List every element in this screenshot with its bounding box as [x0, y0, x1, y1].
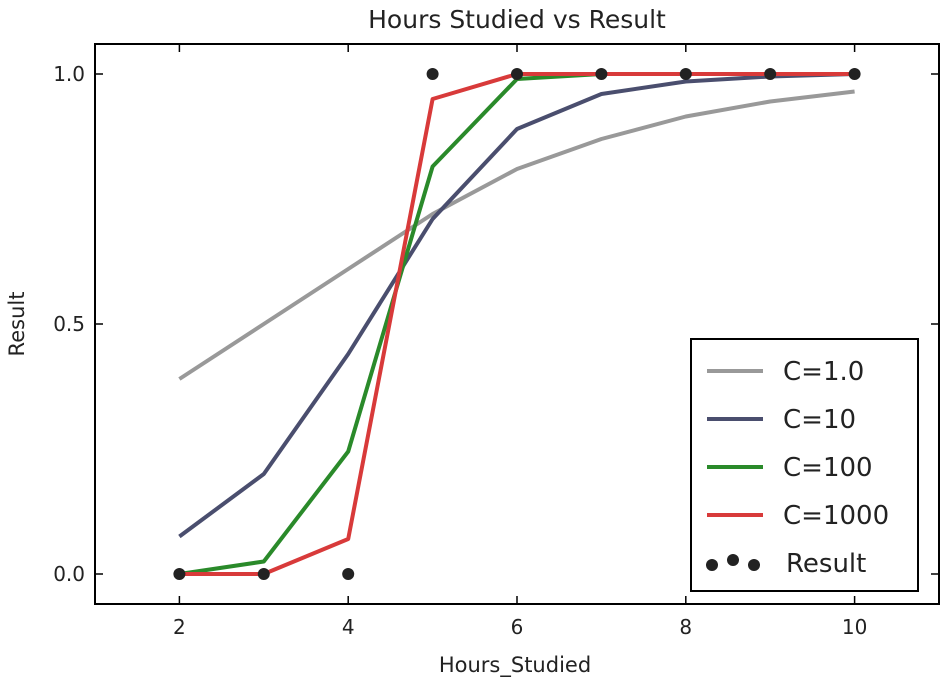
x-tick-label: 10: [842, 615, 867, 639]
legend-label: Result: [786, 549, 866, 579]
result-point: [173, 568, 186, 580]
result-points: [173, 68, 861, 580]
result-point: [426, 68, 439, 80]
y-tick-label: 0.5: [53, 312, 85, 336]
x-axis-label: Hours_Studied: [439, 653, 591, 678]
result-point: [257, 568, 270, 580]
y-axis-label: Result: [5, 292, 29, 357]
legend-result-marker: [706, 559, 718, 571]
result-point: [848, 68, 861, 80]
legend-result-marker: [727, 554, 739, 566]
legend-label: C=100: [783, 453, 873, 483]
legend-label: C=10: [783, 405, 856, 435]
legend-label: C=1000: [783, 501, 889, 531]
x-tick-label: 8: [679, 615, 692, 639]
legend-result-marker: [748, 559, 760, 571]
watermark: 掘金技术社区 @ 布客飞龙: [669, 645, 925, 670]
result-point: [764, 68, 777, 80]
x-tick-label: 6: [511, 615, 524, 639]
y-tick-label: 0.0: [53, 562, 85, 586]
x-tick-label: 2: [173, 615, 186, 639]
legend: C=1.0 C=10 C=100 C=1000 Result: [690, 338, 919, 592]
x-tick-label: 4: [342, 615, 355, 639]
result-point: [511, 68, 523, 80]
series-line-2: [178, 72, 855, 539]
axis-ticks: 2 4 6 8 10 0.0 0.5 1.0: [53, 44, 939, 639]
series-line-1: [178, 89, 855, 381]
result-point: [595, 68, 608, 80]
result-point: [679, 68, 692, 80]
chart-title: Hours Studied vs Result: [368, 5, 666, 34]
y-tick-label: 1.0: [53, 62, 85, 86]
legend-label: C=1.0: [783, 357, 864, 387]
result-point: [342, 568, 355, 580]
